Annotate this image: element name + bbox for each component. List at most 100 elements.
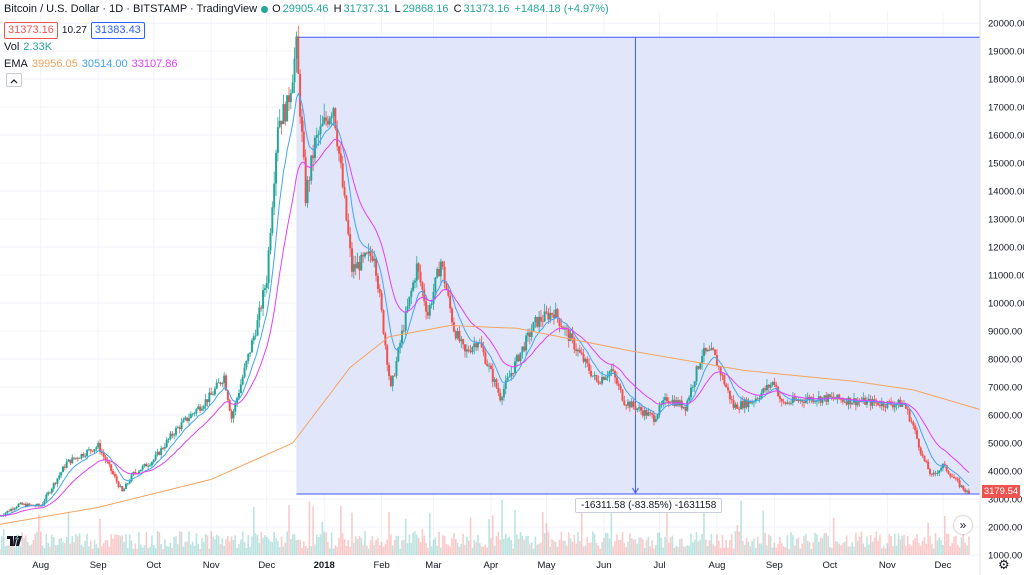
candle-body — [119, 486, 122, 488]
y-tick-label: 16000.00 — [988, 131, 1024, 142]
candle-body — [597, 380, 600, 384]
volume-bar — [479, 543, 481, 555]
market-status-dot — [261, 5, 269, 13]
volume-bar — [132, 548, 135, 555]
volume-bar — [651, 540, 653, 555]
volume-bar — [653, 548, 655, 555]
candle-body — [643, 410, 646, 416]
candle-body — [454, 331, 457, 339]
volume-bar — [905, 545, 907, 555]
candle-body — [102, 452, 105, 457]
symbol-title[interactable]: Bitcoin / U.S. Dollar · 1D · BITSTAMP · … — [4, 3, 258, 15]
candle-body — [956, 478, 959, 481]
candle-body — [819, 396, 822, 403]
ema-fast-line — [0, 92, 970, 517]
candle-body — [740, 401, 743, 410]
price-axis[interactable]: 20000.00 19000.00 18000.00 17000.00 16000.00… — [979, 0, 1024, 575]
y-tick-label: 17000.00 — [988, 103, 1024, 114]
candle-body — [443, 266, 446, 284]
candle-body — [389, 376, 392, 387]
y-tick-label: 12000.00 — [988, 243, 1024, 254]
candle-body — [660, 404, 663, 406]
candle-body — [193, 413, 196, 414]
candle-body — [652, 414, 655, 422]
volume-bar — [560, 531, 563, 555]
candle-body — [295, 36, 298, 59]
volume-bar — [927, 522, 929, 555]
volume-bar — [221, 538, 224, 555]
candle-body — [447, 290, 450, 296]
ohlc-values: O 29905.46 H 31737.31 L 29868.16 C 31373.16 … — [272, 3, 609, 15]
volume-bar — [955, 535, 957, 555]
volume-bar — [925, 543, 928, 555]
volume-bar — [862, 543, 865, 555]
volume-bar — [397, 535, 400, 555]
volume-bar — [593, 533, 596, 555]
volume-bar — [264, 535, 266, 555]
volume-bar — [25, 535, 27, 555]
candle-body — [293, 58, 296, 83]
volume-bar — [562, 540, 564, 555]
volume-bar — [99, 518, 101, 555]
volume-bar — [818, 541, 820, 555]
candle-body — [352, 264, 355, 272]
candle-body — [554, 309, 557, 319]
volume-bar — [821, 537, 824, 555]
volume-bar — [766, 545, 768, 555]
candle-body — [141, 466, 144, 470]
volume-bar — [601, 541, 603, 555]
scroll-to-realtime-button[interactable]: » — [954, 516, 972, 534]
sell-price-button[interactable]: 31373.16 — [4, 22, 58, 39]
gear-icon[interactable]: ⚙ — [998, 557, 1010, 572]
volume-bar — [664, 536, 666, 555]
volume-bar — [436, 545, 439, 555]
candle-body — [184, 417, 187, 420]
candle-body — [326, 120, 329, 125]
candle-body — [917, 438, 920, 448]
volume-bar — [267, 538, 270, 555]
volume-bar — [412, 532, 414, 555]
volume-bar — [430, 546, 433, 555]
candle-body — [336, 128, 339, 147]
buy-price-button[interactable]: 31383.43 — [90, 22, 145, 39]
tradingview-logo-icon[interactable] — [6, 534, 24, 548]
volume-bar — [762, 510, 765, 555]
volume-bar — [375, 539, 377, 555]
volume-bar — [875, 531, 878, 555]
volume-bar — [949, 546, 952, 555]
x-tick-label: Sep — [90, 560, 107, 571]
candle-body — [328, 118, 331, 125]
candle-body — [641, 410, 644, 416]
candle-body — [334, 108, 337, 129]
candle-body — [47, 492, 50, 495]
candle-body — [719, 367, 722, 376]
volume-bar — [873, 537, 876, 555]
candle-body — [56, 478, 59, 484]
candle-body — [838, 394, 841, 399]
candle-body — [145, 463, 148, 467]
candle-body — [15, 506, 18, 509]
candle-body — [150, 462, 153, 466]
ema-legend[interactable]: EMA 39956.05 30514.00 33107.86 — [4, 58, 178, 70]
volume-bar — [462, 533, 464, 555]
legend-collapse-button[interactable] — [6, 73, 22, 87]
volume-bar — [188, 531, 190, 555]
volume-bar — [918, 542, 920, 555]
volume-bar — [328, 548, 331, 555]
volume-bar — [968, 536, 970, 555]
candle-body — [588, 363, 591, 371]
time-axis[interactable]: Aug Sep Oct Nov Dec 2018 Feb Mar Apr May Jun Jul Aug… — [32, 560, 951, 571]
candle-body — [401, 330, 404, 344]
volume-bar — [362, 544, 364, 555]
volume-bar — [154, 548, 157, 555]
candle-body — [801, 399, 804, 402]
volume-legend[interactable]: Vol 2.33K — [4, 41, 52, 53]
candle-body — [97, 443, 100, 448]
spread-value: 10.27 — [61, 25, 87, 36]
x-tick-label: Oct — [146, 560, 161, 571]
volume-bar — [130, 540, 133, 555]
candle-body — [704, 347, 707, 352]
volume-bar — [371, 535, 374, 555]
volume-bar — [347, 539, 350, 555]
